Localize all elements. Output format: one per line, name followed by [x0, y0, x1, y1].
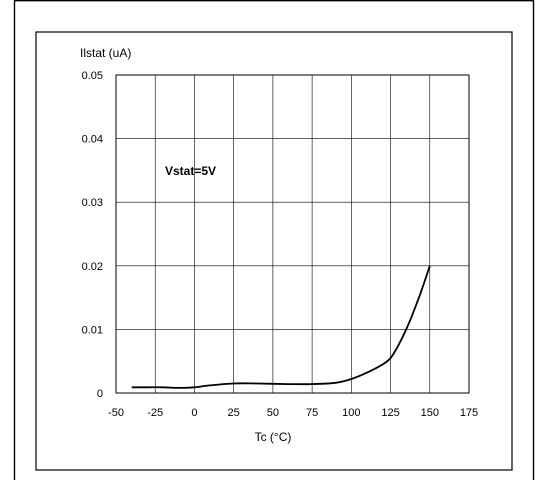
- y-tick-label: 0.01: [82, 324, 103, 336]
- series-line: [131, 265, 431, 389]
- x-tick-label: 100: [342, 407, 360, 419]
- x-tick-label: -25: [147, 407, 163, 419]
- x-tick-label: 125: [381, 407, 399, 419]
- annotation-vstat: Vstat=5V: [165, 164, 216, 178]
- x-tick-label: 25: [228, 407, 240, 419]
- y-tick-label: 0.05: [82, 70, 103, 82]
- x-tick-label: 150: [421, 407, 439, 419]
- grid: [116, 75, 469, 393]
- x-tick-labels: -50 -25 0 25 50 75 100 125 150 175: [108, 407, 478, 419]
- x-axis-label: Tc (°C): [255, 430, 292, 444]
- y-tick-labels: 0 0.01 0.02 0.03 0.04 0.05: [82, 70, 103, 400]
- y-tick-label: 0.02: [82, 261, 103, 273]
- x-tick-label: 50: [267, 407, 279, 419]
- y-axis-label: Ilstat (uA): [80, 46, 131, 60]
- x-tick-label: 75: [306, 407, 318, 419]
- x-tick-label: 175: [460, 407, 478, 419]
- plot-area: [115, 74, 470, 394]
- y-tick-label: 0.04: [82, 134, 103, 146]
- y-tick-label: 0.03: [82, 197, 103, 209]
- x-tick-label: 0: [191, 407, 197, 419]
- x-tick-label: -50: [108, 407, 124, 419]
- y-tick-label: 0: [97, 388, 103, 400]
- chart-box: [35, 31, 513, 471]
